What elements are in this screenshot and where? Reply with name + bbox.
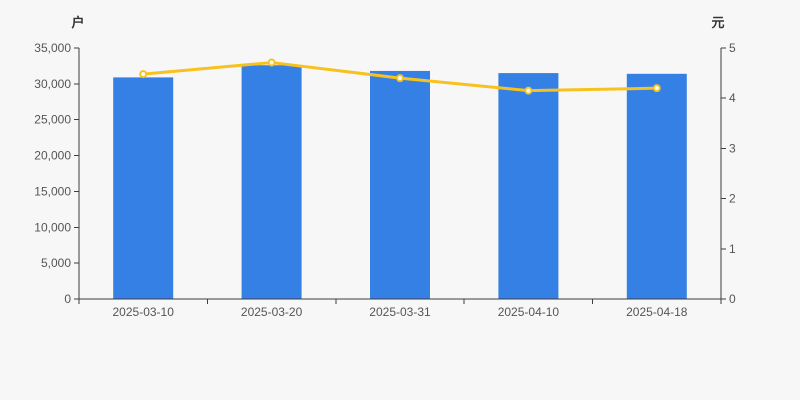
right-axis-tick-label: 1 — [729, 242, 736, 256]
line-marker[interactable] — [652, 84, 661, 93]
x-axis-category-label: 2025-04-18 — [626, 305, 688, 319]
x-axis-category-label: 2025-03-31 — [369, 305, 431, 319]
left-axis-tick-label: 35,000 — [34, 41, 71, 55]
left-axis-tick-label: 5,000 — [41, 256, 71, 270]
right-axis-tick-label: 2 — [729, 192, 736, 206]
x-axis-category-label: 2025-03-10 — [113, 305, 175, 319]
right-axis-tick-label: 5 — [729, 41, 736, 55]
line-marker[interactable] — [396, 74, 404, 83]
left-axis-tick-label: 15,000 — [34, 184, 71, 198]
line-marker[interactable] — [267, 58, 276, 67]
line-marker[interactable] — [139, 70, 148, 79]
left-axis-tick-label: 10,000 — [34, 220, 71, 234]
bar[interactable] — [113, 77, 174, 299]
left-axis-tick-label: 30,000 — [34, 77, 71, 91]
right-axis-tick-label: 0 — [729, 292, 736, 306]
right-axis-title: 元 — [711, 15, 725, 30]
bar[interactable] — [626, 73, 687, 300]
left-axis-title: 户 — [71, 15, 85, 30]
bar[interactable] — [241, 65, 302, 299]
left-axis-tick-label: 0 — [64, 292, 71, 306]
right-axis-tick-label: 4 — [729, 91, 736, 105]
x-axis-category-label: 2025-03-20 — [241, 305, 303, 319]
x-axis-category-label: 2025-04-10 — [498, 305, 560, 319]
left-axis-tick-label: 25,000 — [34, 113, 71, 127]
left-axis-tick-label: 20,000 — [34, 149, 71, 163]
right-axis-tick-label: 3 — [729, 141, 736, 155]
bar[interactable] — [370, 70, 430, 299]
line-marker[interactable] — [524, 86, 533, 95]
bar[interactable] — [498, 73, 559, 299]
